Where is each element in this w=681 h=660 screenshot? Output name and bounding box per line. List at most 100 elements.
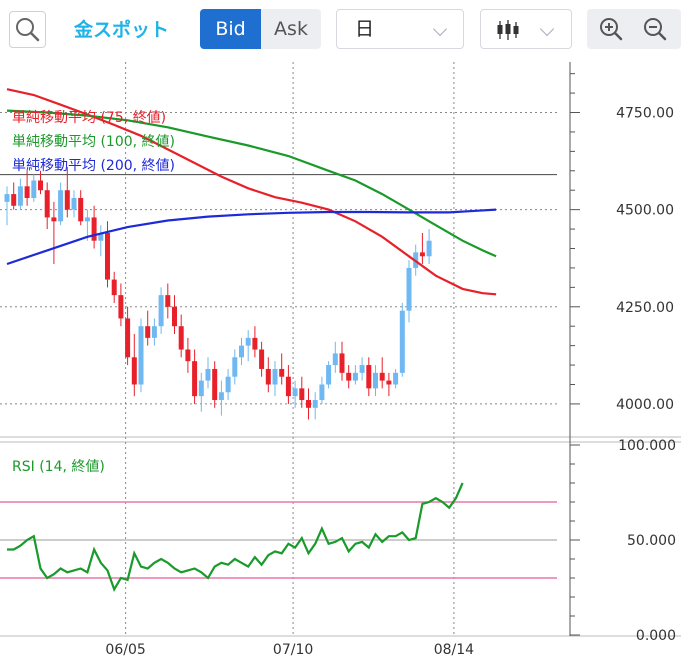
candle-body (259, 349, 265, 369)
instrument-name[interactable]: 金スポット (74, 19, 170, 41)
candle-body (399, 310, 405, 373)
search-button[interactable] (9, 11, 46, 48)
candle-body (299, 388, 305, 401)
candle-body (84, 217, 90, 222)
candle-body (125, 318, 131, 358)
rsi-title: RSI (14, 終値) (12, 459, 105, 475)
candle-body (151, 326, 157, 338)
candle-body (24, 186, 30, 198)
search-icon (16, 18, 40, 42)
candle-body (379, 372, 385, 381)
zoom-in-icon (600, 18, 623, 41)
legend-item: 単純移動平均 (200, 終値) (12, 158, 175, 174)
candle-body (279, 368, 285, 377)
candle-body (51, 217, 57, 222)
candle-body (111, 279, 117, 296)
candle-body (198, 380, 204, 397)
candle-body (138, 326, 144, 385)
candle-body (38, 180, 43, 191)
time-tick-label: 06/05 (105, 642, 145, 658)
candle-body (145, 326, 151, 338)
candle-body (339, 353, 345, 373)
chart-toolbar: 金スポット Bid Ask 日 (0, 0, 681, 62)
candle-body (232, 357, 238, 377)
price-tick-label: 4750.00 (616, 106, 674, 122)
candle-body (4, 194, 10, 202)
candle-body (71, 197, 77, 210)
period-value: 日 (355, 18, 375, 40)
candle-body (419, 252, 425, 257)
candle-body (359, 365, 365, 373)
price-tick-label: 4000.00 (616, 397, 674, 413)
zoom-in-button[interactable] (591, 9, 631, 49)
candle-body (366, 365, 372, 389)
candlestick-icon (497, 20, 519, 40)
ask-toggle[interactable]: Ask (261, 9, 321, 49)
candle-body (386, 380, 392, 385)
candle-body (17, 186, 23, 206)
rsi-tick-label: 100.000 (618, 438, 676, 454)
candle-body (352, 372, 358, 381)
candle-body (239, 345, 244, 358)
legend: 単純移動平均 (75, 終値) 単純移動平均 (100, 終値) 単純移動平均 (2… (12, 110, 175, 475)
zoom-out-button[interactable] (635, 9, 675, 49)
candle-body (272, 368, 278, 385)
candle-body (285, 376, 291, 397)
candle-body (292, 388, 298, 397)
candle-body (225, 376, 231, 393)
candle-body (426, 240, 432, 257)
candle-body (158, 295, 164, 327)
candle-body (185, 349, 191, 362)
candle-body (44, 190, 50, 218)
candle-body (172, 306, 177, 327)
candle-body (178, 326, 184, 350)
axes: 4750.00 4500.00 4250.00 4000.00 06/05 07/10 08… (105, 62, 676, 658)
chevron-down-icon (539, 21, 555, 37)
candle-body (205, 368, 211, 381)
candle-body (252, 337, 258, 350)
candle-body (98, 232, 104, 241)
candle-body (212, 368, 218, 401)
candle-body (346, 372, 352, 381)
candle-body (64, 190, 70, 210)
time-tick-label: 07/10 (273, 642, 313, 658)
candle-body (78, 197, 84, 222)
candle-body (31, 180, 37, 198)
candle-body (192, 361, 198, 397)
time-tick-label: 08/14 (434, 642, 474, 658)
candle-body (306, 400, 311, 408)
rsi-line (7, 482, 464, 592)
chevron-down-icon (432, 21, 448, 37)
candle-body (11, 194, 17, 206)
sma-100-line (6, 109, 497, 258)
candle-body (312, 400, 318, 408)
candle-body (373, 372, 378, 389)
zoom-out-icon (644, 18, 667, 41)
candle-body (131, 357, 137, 385)
candle-body (319, 384, 325, 401)
chart-area[interactable]: 4750.00 4500.00 4250.00 4000.00 06/05 07/10 08… (0, 62, 681, 660)
candle-body (118, 295, 124, 319)
zoom-controls (587, 9, 681, 49)
candle-body (91, 217, 97, 241)
candle-body (245, 337, 251, 346)
price-tick-label: 4500.00 (616, 203, 674, 219)
candle-body (326, 365, 332, 385)
candle-body (406, 267, 412, 311)
period-select[interactable]: 日 (336, 9, 464, 49)
candle-body (105, 232, 110, 280)
bid-toggle[interactable]: Bid (200, 9, 261, 49)
candle-body (165, 295, 171, 307)
candle-body (332, 353, 338, 366)
legend-item: 単純移動平均 (100, 終値) (12, 134, 175, 150)
rsi-tick-label: 50.000 (627, 533, 676, 549)
candle-body (265, 368, 271, 385)
candle-body (58, 190, 64, 222)
sma-200-line (6, 208, 497, 266)
price-pane (0, 88, 557, 420)
chart-type-select[interactable] (480, 9, 572, 49)
legend-item: 単純移動平均 (75, 終値) (12, 110, 166, 126)
rsi-pane (0, 482, 557, 592)
candle-body (393, 372, 399, 385)
price-tick-label: 4250.00 (616, 300, 674, 316)
